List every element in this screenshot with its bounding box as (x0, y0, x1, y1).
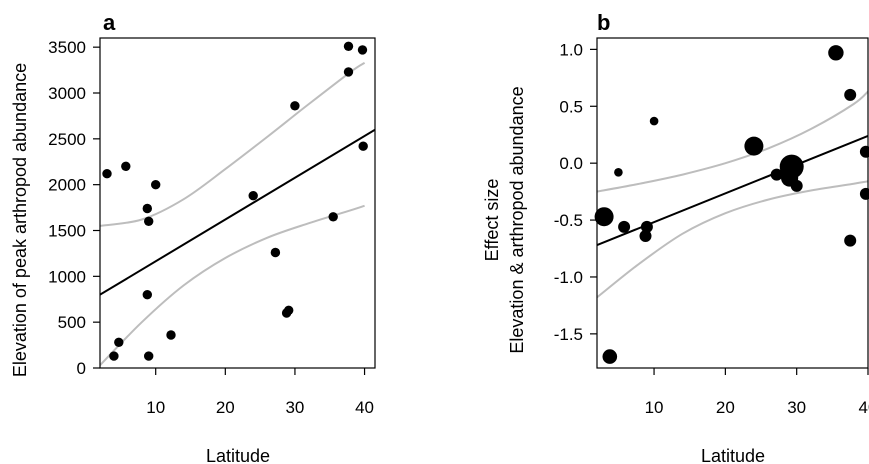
regression-line (100, 128, 375, 296)
data-point (102, 169, 112, 179)
x-tick-label: 20 (716, 398, 735, 417)
panel-label: b (597, 10, 610, 35)
data-point (649, 116, 659, 126)
y-tick-label: 500 (58, 313, 86, 332)
ci-lower-curve (597, 180, 868, 299)
data-point (290, 101, 300, 111)
y-tick-label: 1000 (48, 267, 86, 286)
x-tick-label: 10 (146, 398, 165, 417)
data-point (602, 349, 618, 364)
ci-upper-curve (597, 90, 868, 193)
data-point (328, 212, 338, 222)
x-tick-label: 30 (787, 398, 806, 417)
x-tick-label: 10 (645, 398, 664, 417)
data-point (859, 187, 869, 200)
panel-a: 10 20 30 40 0 500 1000 1500 2000 2500 3000 3500 a Lat… (10, 10, 376, 464)
x-tick-label: 20 (216, 398, 235, 417)
data-point (151, 180, 161, 190)
data-point (614, 168, 623, 177)
y-tick-label: 0 (77, 359, 86, 378)
y-tick-label: 1.0 (559, 40, 583, 59)
y-tick-label: 2500 (48, 130, 86, 149)
y-axis-title: Elevation of peak arthropod abundance (10, 63, 30, 377)
y-tick-label: 3500 (48, 38, 86, 57)
x-tick-label: 40 (355, 398, 374, 417)
data-point (859, 145, 869, 158)
data-point (844, 88, 857, 101)
data-point (166, 330, 176, 340)
x-axis-title: Latitude (206, 446, 270, 464)
x-tick-label: 30 (285, 398, 304, 417)
data-point (142, 290, 152, 300)
panel-label: a (103, 10, 116, 35)
plot-frame (99, 37, 376, 369)
y-tick-label: 0.5 (559, 97, 583, 116)
data-point (248, 191, 258, 201)
x-axis-title: Latitude (701, 446, 765, 464)
data-point (343, 67, 354, 77)
data-point (639, 230, 652, 242)
data-point (270, 247, 281, 258)
data-point (744, 136, 764, 156)
data-point (844, 234, 857, 247)
y-axis-title-line2: Elevation & arthropod abundance (507, 86, 527, 353)
data-point (142, 203, 152, 214)
data-point (114, 337, 124, 347)
y-tick-label: 2000 (48, 176, 86, 195)
data-point (828, 45, 844, 61)
regression-line (597, 134, 868, 247)
y-tick-label: 0.0 (559, 154, 583, 173)
data-point (640, 220, 653, 233)
data-point (144, 216, 154, 226)
data-point (770, 168, 783, 181)
data-point (779, 154, 804, 179)
data-point (357, 45, 368, 55)
panel-b: 10 20 30 40 -1.5 -1.0 -0.5 0.0 0.5 1.0 b Latitude Ef… (482, 10, 869, 464)
data-point (594, 207, 614, 227)
data-point (618, 220, 631, 233)
data-point (109, 351, 119, 361)
data-point (144, 351, 154, 361)
y-tick-label: 3000 (48, 84, 86, 103)
data-point (790, 179, 803, 192)
y-tick-label: -1.0 (554, 268, 583, 287)
ci-upper-curve (100, 61, 366, 227)
y-tick-label: 1500 (48, 222, 86, 241)
plot-frame (596, 37, 869, 369)
data-point (343, 41, 354, 51)
data-point (358, 141, 368, 151)
ci-lower-curve (100, 204, 365, 366)
x-tick-label: 40 (859, 398, 869, 417)
data-point (284, 305, 294, 315)
y-tick-label: -1.5 (554, 325, 583, 344)
y-tick-label: -0.5 (554, 211, 583, 230)
y-axis-title-line1: Effect size (482, 179, 502, 262)
data-point (121, 161, 131, 171)
